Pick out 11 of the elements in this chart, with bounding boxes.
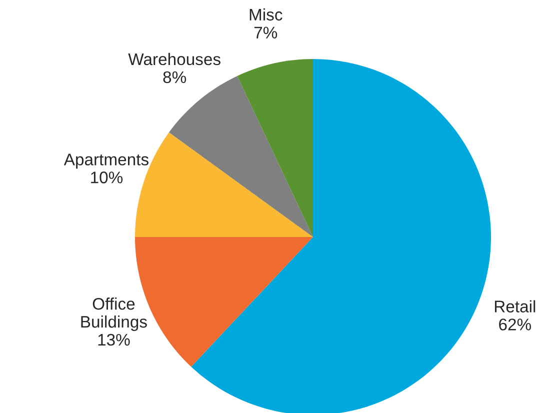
slice-label: Warehouses: [128, 52, 220, 66]
data-label: 10%: [91, 172, 123, 184]
data-label: 62%: [499, 318, 531, 330]
slice-label: Retail: [494, 300, 536, 312]
slice-label: Office Buildings: [81, 298, 147, 332]
data-label: 7%: [254, 26, 278, 38]
data-label: 13%: [98, 334, 130, 346]
slice-label: Misc: [250, 8, 282, 21]
slice-label: Apartments: [64, 154, 148, 169]
pie-slice: [237, 59, 313, 237]
data-label: 8%: [163, 71, 186, 84]
